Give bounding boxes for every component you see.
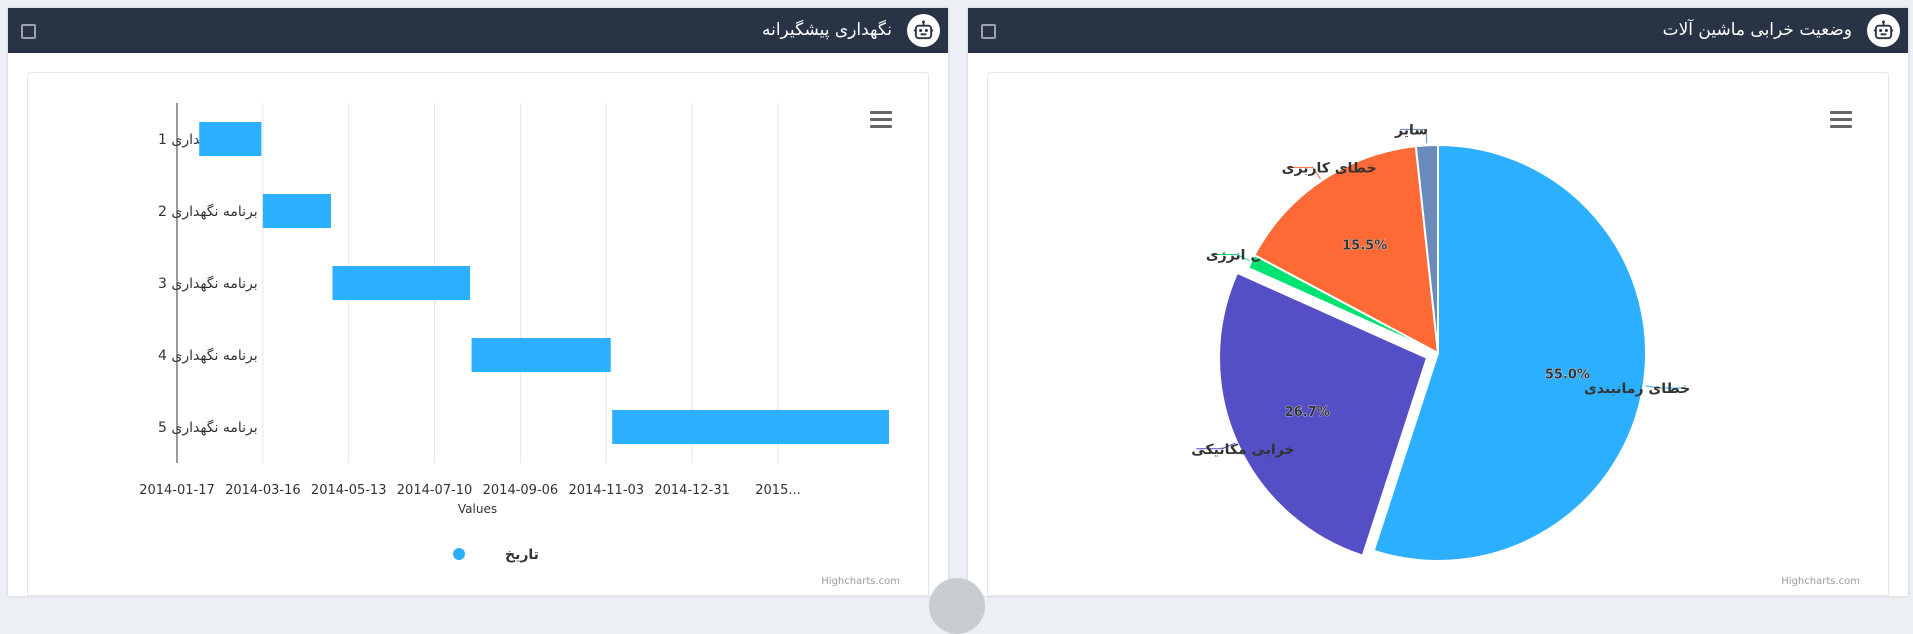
slice-connector: [1400, 128, 1428, 144]
slice-label: سایر: [1394, 122, 1428, 138]
pie-slice: [1253, 145, 1440, 355]
slice-connector: [1196, 442, 1236, 450]
collapse-toggle[interactable]: [21, 24, 36, 39]
x-tick-label: 2014-11-03: [569, 483, 645, 498]
y-category-label: برنامه نگهداری 5: [158, 419, 258, 436]
x-tick-label: 2014-07-10: [397, 483, 473, 498]
slice-label: خرابی مکانیکی: [1191, 442, 1294, 458]
panel-title: وضعیت خرابی ماشین آلات: [1662, 20, 1852, 40]
x-tick-label: 2015...: [755, 483, 800, 498]
gantt-chart-card: 2014-01-17 2014-03-16 2014-05-13 2014-07-10…: [27, 72, 929, 596]
legend-label: تاریخ: [505, 547, 539, 563]
gantt-bar: [199, 122, 262, 156]
pie-slice: [1414, 143, 1439, 354]
slice-connector: [1286, 166, 1321, 180]
x-axis-title: Values: [458, 502, 497, 516]
gantt-bar: [332, 266, 471, 300]
y-category-label: برنامه نگهداری 3: [158, 275, 258, 292]
scroll-to-top-button[interactable]: [929, 578, 985, 634]
legend-marker: [453, 548, 465, 560]
gantt-chart: 2014-01-17 2014-03-16 2014-05-13 2014-07-10…: [139, 103, 900, 587]
chart-credits: Highcharts.com: [1781, 576, 1860, 587]
panel-header: وضعیت خرابی ماشین آلات: [968, 8, 1908, 53]
panel-title: نگهداری پیشگیرانه: [761, 20, 892, 40]
chart-menu-icon[interactable]: [1830, 111, 1852, 129]
panel-header: نگهداری پیشگیرانه: [8, 8, 948, 53]
robot-icon: [907, 14, 940, 47]
x-tick-label: 2014-03-16: [225, 483, 301, 498]
slice-percent-label: 15.5%: [1342, 238, 1387, 253]
pie-chart-card: 55.0% خطای زمانبندی 26.7% خرابی مکانیکی مشکل…: [987, 72, 1889, 596]
y-category-label: برنامه نگهداری 4: [158, 347, 258, 364]
chart-menu-icon[interactable]: [870, 111, 892, 129]
pie-slice: [1372, 143, 1647, 562]
preventive-maintenance-panel: نگهداری پیشگیرانه 2014-01-17 2014-03-16 20…: [8, 8, 948, 596]
pie-slice: [1218, 271, 1429, 557]
slice-label: خطای کاربری: [1282, 160, 1377, 176]
slice-percent-label: 55.0%: [1545, 367, 1590, 382]
slice-connector: [1645, 385, 1686, 389]
gantt-bar: [471, 338, 611, 372]
gantt-bar: [262, 194, 331, 228]
gantt-bar: [612, 410, 890, 444]
x-tick-label: 2014-01-17: [139, 483, 215, 498]
slice-percent-label: 26.7%: [1285, 405, 1330, 420]
slice-connector: [1210, 253, 1250, 262]
x-tick-label: 2014-05-13: [311, 483, 387, 498]
chart-credits: Highcharts.com: [821, 576, 900, 587]
y-category-label: برنامه نگهداری 2: [158, 203, 258, 220]
robot-icon: [1867, 14, 1900, 47]
x-tick-label: 2014-09-06: [483, 483, 559, 498]
x-tick-label: 2014-12-31: [654, 483, 730, 498]
machine-failure-panel: وضعیت خرابی ماشین آلات 55.0% خطای زمانبند…: [968, 8, 1908, 596]
slice-label: خطای زمانبندی: [1584, 381, 1690, 397]
collapse-toggle[interactable]: [981, 24, 996, 39]
